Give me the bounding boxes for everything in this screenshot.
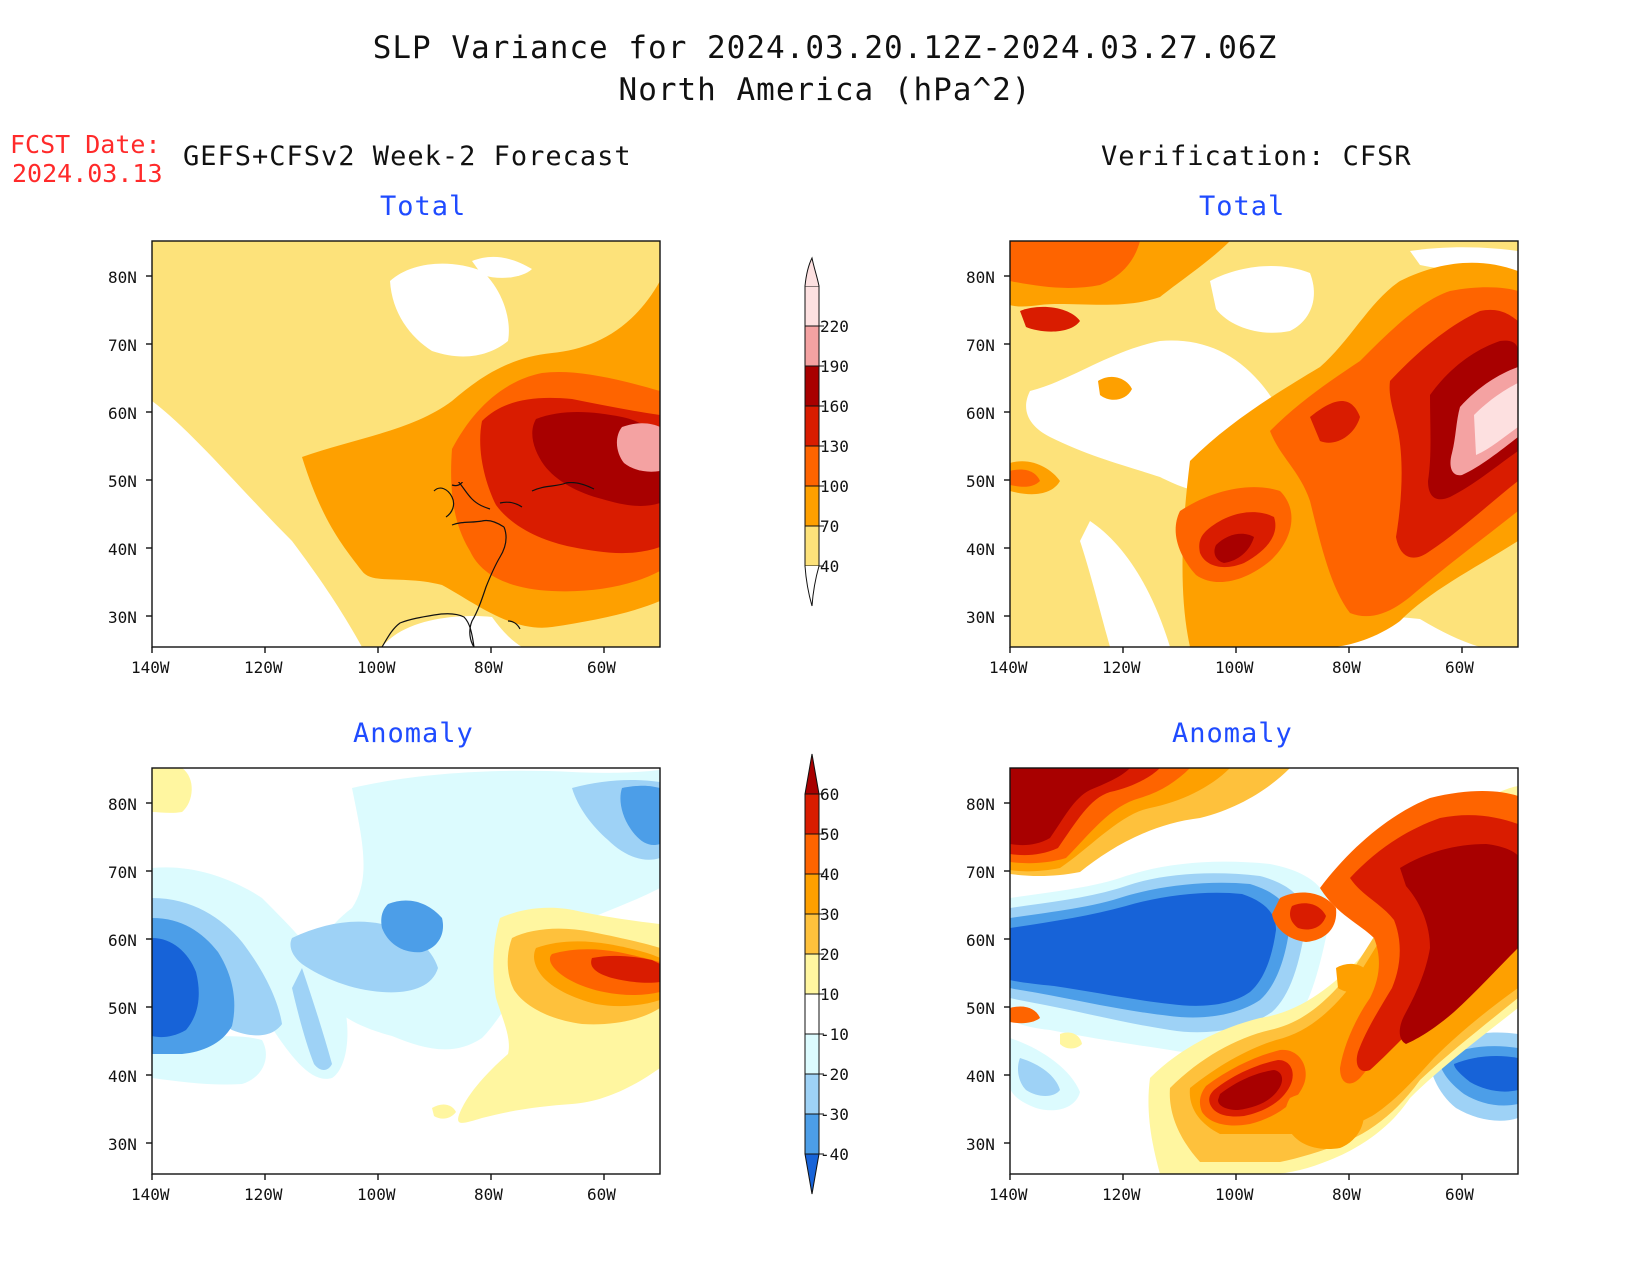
lat-tick: 30N xyxy=(966,608,995,627)
lon-tick: 60W xyxy=(1445,1185,1474,1204)
colorbar-label: 60 xyxy=(820,785,840,804)
lat-tick: 60N xyxy=(108,931,137,950)
colorbar-label: 20 xyxy=(820,945,840,964)
main-subtitle: North America (hPa^2) xyxy=(618,72,1032,108)
fcst-date-label: FCST Date: xyxy=(10,130,161,159)
colorbar-total-swatch xyxy=(804,525,820,567)
lat-tick: 30N xyxy=(966,1135,995,1154)
colorbar-total-swatch xyxy=(804,365,820,407)
colorbar-anomaly-swatch xyxy=(804,833,820,875)
lat-tick: 40N xyxy=(966,540,995,559)
panel-title-forecast-total: Total xyxy=(380,191,467,222)
colorbar-label: 190 xyxy=(820,357,849,376)
colorbar-total-swatch xyxy=(804,445,820,487)
lat-tick: 80N xyxy=(966,268,995,287)
forecast-column-header: GEFS+CFSv2 Week-2 Forecast xyxy=(183,141,632,172)
lon-tick: 60W xyxy=(587,1185,616,1204)
fcst-date-value: 2024.03.13 xyxy=(12,159,163,188)
lon-tick: 140W xyxy=(989,658,1028,677)
lat-tick: 70N xyxy=(108,863,137,882)
lon-tick: 120W xyxy=(244,1185,283,1204)
lat-tick: 60N xyxy=(966,404,995,423)
lat-tick: 50N xyxy=(966,999,995,1018)
lat-tick: 70N xyxy=(966,863,995,882)
colorbar-label: 30 xyxy=(820,905,840,924)
lat-tick: 80N xyxy=(966,795,995,814)
lon-tick: 80W xyxy=(1332,1185,1361,1204)
lat-tick: 70N xyxy=(108,336,137,355)
map-verification-anomaly xyxy=(1010,768,1518,1174)
lon-tick: 120W xyxy=(1102,1185,1141,1204)
colorbar-label: 160 xyxy=(820,397,849,416)
colorbar-label: 70 xyxy=(820,517,840,536)
lon-tick: 80W xyxy=(474,1185,503,1204)
panel-title-forecast-anomaly: Anomaly xyxy=(353,718,474,749)
map-forecast-total xyxy=(152,241,660,647)
lon-tick: 100W xyxy=(357,1185,396,1204)
colorbar-label: 130 xyxy=(820,437,849,456)
colorbar-label: 50 xyxy=(820,825,840,844)
lat-tick: 70N xyxy=(966,336,995,355)
lat-tick: 40N xyxy=(108,1067,137,1086)
lon-tick: 80W xyxy=(474,658,503,677)
lon-tick: 140W xyxy=(989,1185,1028,1204)
lat-tick: 50N xyxy=(966,472,995,491)
colorbar-label: 220 xyxy=(820,317,849,336)
colorbar-label: -40 xyxy=(820,1145,849,1164)
colorbar-label: 10 xyxy=(820,985,840,1004)
colorbar-anomaly-swatch xyxy=(804,993,820,1035)
panel-title-verification-total: Total xyxy=(1199,191,1286,222)
lat-tick: 40N xyxy=(108,540,137,559)
lat-tick: 80N xyxy=(108,795,137,814)
colorbar-anomaly-swatch xyxy=(804,1113,820,1155)
map-verification-total xyxy=(1010,241,1518,647)
lon-tick: 100W xyxy=(1215,658,1254,677)
colorbar-anomaly-swatch xyxy=(804,1073,820,1115)
lat-tick: 60N xyxy=(966,931,995,950)
colorbar-total xyxy=(804,256,824,607)
lat-tick: 30N xyxy=(108,608,137,627)
colorbar-total-swatch xyxy=(804,325,820,367)
lat-tick: 40N xyxy=(966,1067,995,1086)
colorbar-anomaly-swatch xyxy=(804,793,820,835)
lat-tick: 80N xyxy=(108,268,137,287)
colorbar-anomaly-swatch xyxy=(804,953,820,995)
lon-tick: 60W xyxy=(587,658,616,677)
colorbar-total-swatch xyxy=(804,285,820,327)
colorbar-label: 40 xyxy=(820,865,840,884)
colorbar-anomaly-swatch xyxy=(804,913,820,955)
lat-tick: 60N xyxy=(108,404,137,423)
lon-tick: 140W xyxy=(131,658,170,677)
colorbar-anomaly xyxy=(804,753,824,1195)
lat-tick: 50N xyxy=(108,999,137,1018)
lon-tick: 120W xyxy=(1102,658,1141,677)
verification-column-header: Verification: CFSR xyxy=(1101,141,1412,172)
lon-tick: 140W xyxy=(131,1185,170,1204)
colorbar-label: -30 xyxy=(820,1105,849,1124)
lon-tick: 60W xyxy=(1445,658,1474,677)
map-forecast-anomaly xyxy=(152,768,660,1174)
lon-tick: 100W xyxy=(1215,1185,1254,1204)
lon-tick: 80W xyxy=(1332,658,1361,677)
main-title: SLP Variance for 2024.03.20.12Z-2024.03.… xyxy=(372,30,1278,66)
colorbar-label: -10 xyxy=(820,1025,849,1044)
panel-title-verification-anomaly: Anomaly xyxy=(1172,718,1293,749)
colorbar-label: 40 xyxy=(820,557,840,576)
lat-tick: 30N xyxy=(108,1135,137,1154)
lon-tick: 120W xyxy=(244,658,283,677)
colorbar-anomaly-swatch xyxy=(804,1033,820,1075)
lon-tick: 100W xyxy=(357,658,396,677)
lat-tick: 50N xyxy=(108,472,137,491)
colorbar-anomaly-swatch xyxy=(804,873,820,915)
colorbar-label: -20 xyxy=(820,1065,849,1084)
colorbar-label: 100 xyxy=(820,477,849,496)
colorbar-total-swatch xyxy=(804,405,820,447)
colorbar-total-swatch xyxy=(804,485,820,527)
